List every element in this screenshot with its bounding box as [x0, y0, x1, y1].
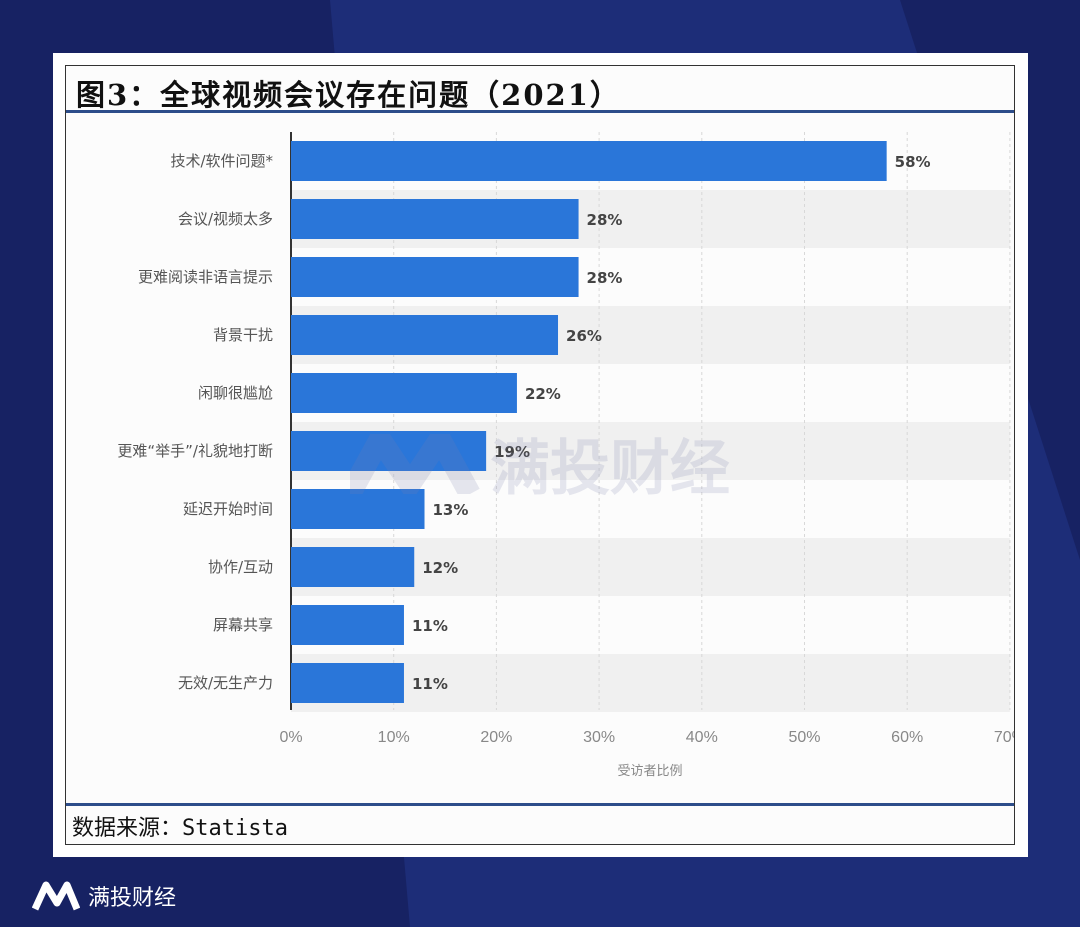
x-tick-label: 30% — [583, 729, 615, 746]
data-label: 13% — [433, 501, 469, 519]
x-tick-label: 60% — [891, 729, 923, 746]
source-divider — [66, 803, 1014, 806]
data-label: 26% — [566, 327, 602, 345]
data-label: 58% — [895, 153, 931, 171]
data-label: 11% — [412, 617, 448, 635]
brand-name: 满投财经 — [88, 886, 177, 911]
figure-frame: 图3：全球视频会议存在问题（2021） 0% 10% 20% 30% 40% 50% 60%… — [65, 65, 1015, 845]
category-label: 背景干扰 — [213, 326, 273, 344]
category-label: 更难阅读非语言提示 — [138, 268, 273, 286]
category-label: 会议/视频太多 — [178, 210, 273, 228]
category-label: 屏幕共享 — [213, 616, 273, 634]
x-tick-label: 0% — [279, 729, 302, 746]
x-tick-label: 10% — [378, 729, 410, 746]
figure-card: 图3：全球视频会议存在问题（2021） 0% 10% 20% 30% 40% 50% 60%… — [53, 53, 1028, 857]
brand-footer: 满投财经 — [32, 880, 176, 912]
bar — [291, 663, 404, 703]
data-source: 数据来源：Statista — [72, 816, 288, 841]
watermark: 满投财经 — [350, 420, 730, 507]
row-band — [291, 654, 1010, 712]
figure-title: 图3：全球视频会议存在问题（2021） — [76, 78, 621, 112]
category-label: 协作/互动 — [208, 558, 273, 576]
bar — [291, 605, 404, 645]
category-label: 闲聊很尴尬 — [198, 384, 273, 402]
category-label: 技术/软件问题* — [170, 152, 273, 170]
bar — [291, 315, 559, 355]
x-tick-label: 40% — [686, 729, 718, 746]
bar — [291, 257, 579, 297]
data-label: 28% — [587, 269, 623, 287]
title-divider — [66, 110, 1014, 113]
bar — [291, 199, 579, 239]
data-label: 12% — [422, 559, 458, 577]
logo-icon — [32, 881, 80, 911]
category-label: 无效/无生产力 — [178, 674, 273, 692]
bar — [291, 141, 887, 181]
x-tick-label: 20% — [480, 729, 512, 746]
bar — [291, 373, 517, 413]
data-label: 22% — [525, 385, 561, 403]
data-label: 19% — [494, 443, 530, 461]
data-label: 11% — [412, 675, 448, 693]
bar — [291, 489, 425, 529]
data-label: 28% — [587, 211, 623, 229]
category-label: 更难“举手”/礼貌地打断 — [117, 442, 273, 460]
x-tick-label: 70% — [994, 729, 1014, 746]
logo-icon — [350, 433, 480, 494]
bar-chart: 0% 10% 20% 30% 40% 50% 60% 70% 技术/软件问题* 58% 会议/视频太… — [117, 132, 1014, 779]
bar — [291, 431, 487, 471]
bar — [291, 547, 415, 587]
watermark-text: 满投财经 — [490, 434, 730, 504]
x-tick-label: 50% — [788, 729, 820, 746]
x-axis-label: 受访者比例 — [617, 764, 682, 779]
category-label: 延迟开始时间 — [183, 500, 273, 518]
